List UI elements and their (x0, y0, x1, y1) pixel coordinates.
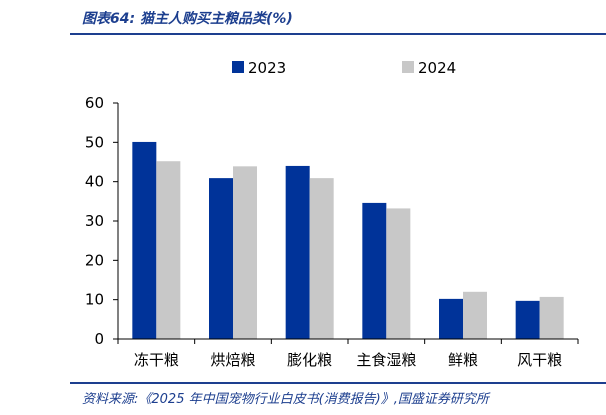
y-tick-label: 40 (85, 173, 104, 191)
bars (132, 141, 564, 339)
bar-2023-主食湿粮 (362, 202, 387, 339)
bar-2024-主食湿粮 (386, 208, 411, 339)
bar-2023-膨化粮 (285, 165, 310, 339)
legend-swatch-2023 (232, 61, 244, 73)
x-tick-label: 冻干粮 (134, 351, 179, 369)
bar-2023-鲜粮 (439, 298, 463, 339)
legend-swatch-2024 (402, 61, 414, 73)
bar-2024-冻干粮 (156, 161, 181, 339)
bar-2023-风干粮 (515, 300, 540, 339)
x-tick-label: 膨化粮 (287, 351, 332, 369)
y-tick-label: 0 (94, 330, 104, 348)
source-note: 资料来源:《2025 年中国宠物行业白皮书(消费报告)》,国盛证券研究所 (82, 392, 489, 407)
y-axis: 0 10 20 30 40 50 60 (85, 94, 119, 348)
bar-2024-风干粮 (539, 296, 564, 339)
legend-label-2024: 2024 (418, 59, 456, 77)
x-tick-label: 主食湿粮 (356, 351, 416, 369)
bar-2023-烘焙粮 (209, 178, 233, 339)
legend: 2023 2024 (232, 59, 456, 77)
legend-label-2023: 2023 (248, 59, 286, 77)
x-tick-label: 烘焙粮 (210, 351, 255, 369)
x-tick-label: 鲜粮 (448, 351, 478, 369)
y-tick-label: 10 (85, 291, 104, 309)
y-tick-label: 20 (85, 251, 104, 269)
bar-2023-冻干粮 (132, 141, 157, 339)
y-tick-label: 50 (85, 133, 104, 151)
x-axis: 冻干粮 烘焙粮 膨化粮 主食湿粮 鲜粮 风干粮 (117, 338, 579, 369)
top-rule (70, 33, 606, 35)
bar-2024-鲜粮 (463, 291, 487, 339)
bar-chart: 2023 2024 0 10 20 30 40 50 60 冻干粮 烘焙粮 膨化粮 主食湿粮 鲜粮 风干… (85, 59, 579, 369)
y-tick-label: 60 (85, 94, 104, 112)
y-tick-label: 30 (85, 212, 104, 230)
bar-2024-烘焙粮 (233, 166, 257, 339)
bottom-rule (70, 382, 606, 384)
figure-title: 图表64: 猫主人购买主粮品类(%) (82, 11, 293, 27)
x-tick-label: 风干粮 (517, 351, 562, 369)
bar-2024-膨化粮 (309, 178, 334, 339)
